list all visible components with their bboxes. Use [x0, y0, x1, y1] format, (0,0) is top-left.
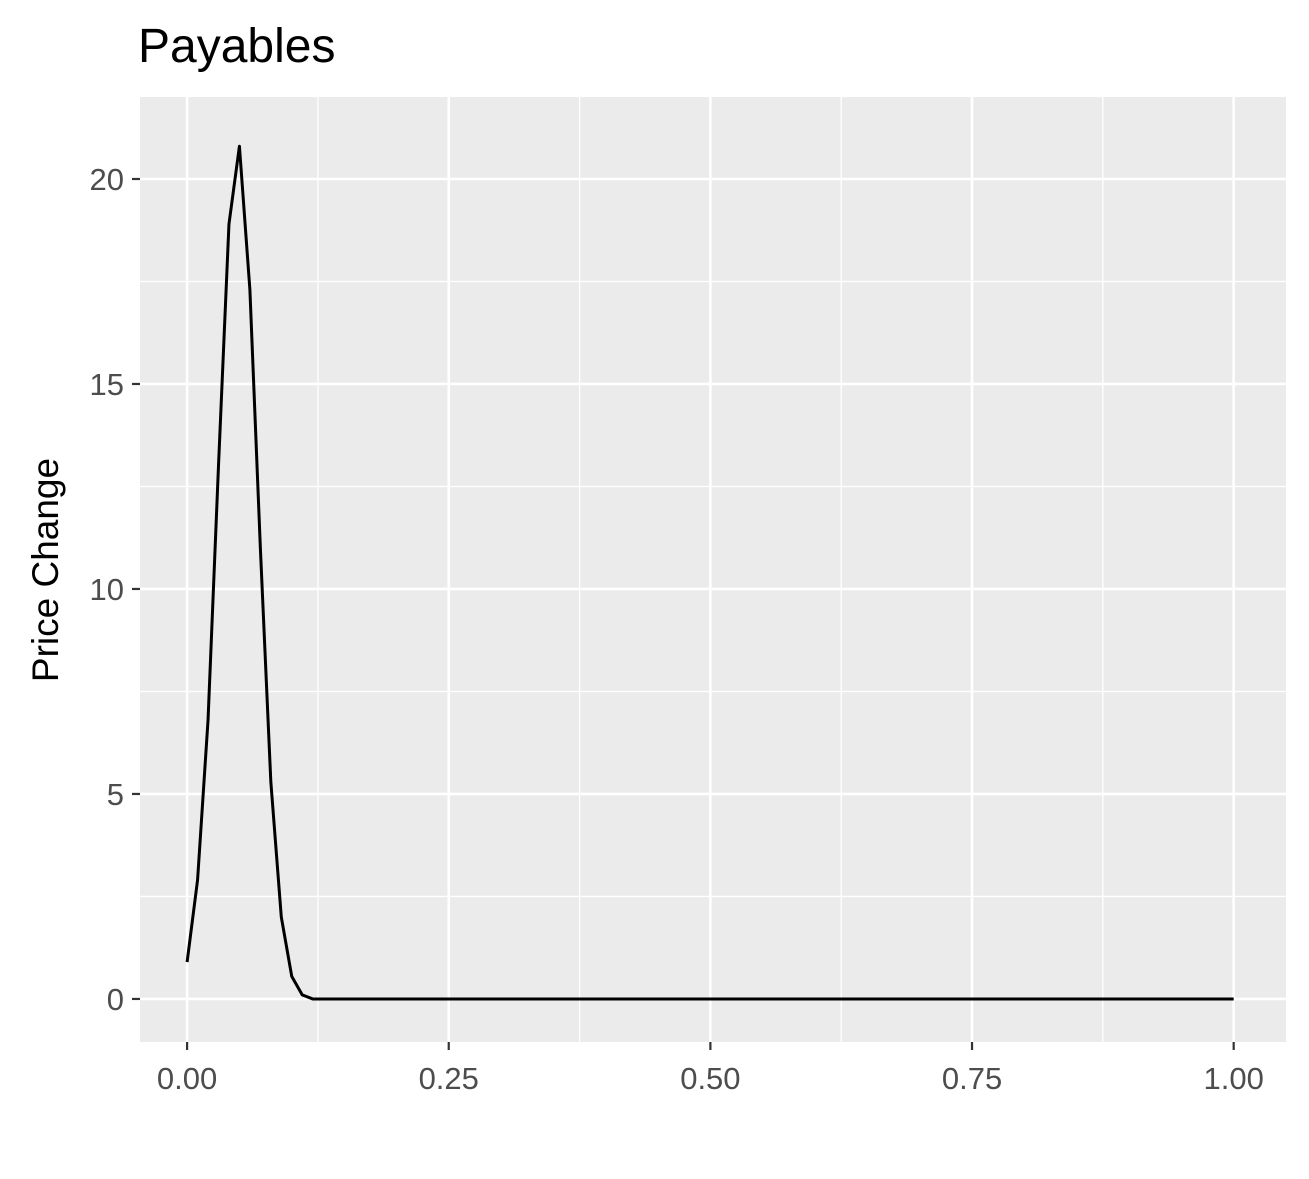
y-axis: 0 5 10 15 20: [90, 162, 140, 1017]
y-tick-label: 20: [90, 162, 124, 197]
y-tick-label: 0: [107, 982, 124, 1017]
x-axis: 0.00 0.25 0.50 0.75 1.00: [157, 1042, 1264, 1096]
y-tick-label: 5: [107, 777, 124, 812]
x-tick-label: 0.75: [942, 1061, 1002, 1096]
plot-panel: [140, 97, 1286, 1042]
y-axis-label: Price Change: [25, 458, 66, 682]
minor-gridlines: [140, 97, 1286, 1042]
chart-title: Payables: [138, 20, 335, 73]
series-layer: [185, 144, 1234, 1001]
x-tick-label: 0.25: [419, 1061, 479, 1096]
x-tick-label: 0.50: [680, 1061, 740, 1096]
y-tick-label: 10: [90, 572, 124, 607]
x-tick-label: 1.00: [1203, 1061, 1263, 1096]
series-line: [185, 144, 1234, 1001]
y-tick-label: 15: [90, 367, 124, 402]
x-tick-label: 0.00: [157, 1061, 217, 1096]
